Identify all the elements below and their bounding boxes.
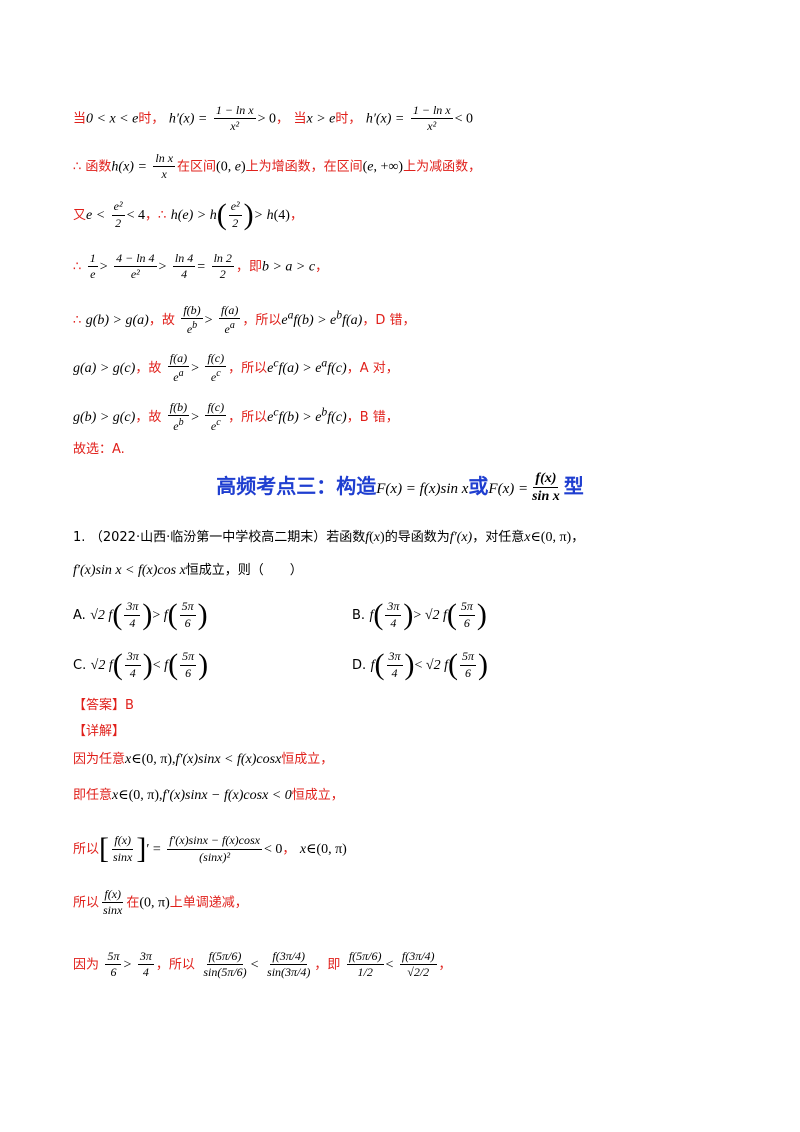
problem-condition: f′(x)sin x < f(x)cos x恒成立，则（ ）	[73, 563, 303, 578]
detail-line-4: 所以 f(x) sinx 在(0, π)上单调递减，	[73, 887, 248, 918]
line-compare-e: 又e < e² 2 < 4，∴ h(e) > h(e² 2)> h(4)，	[73, 198, 303, 231]
line-option-d: ∴ g(b) > g(a)，故 f(b) eb > f(a) ea ，所以eaf(b) …	[73, 303, 416, 337]
section-heading: 高频考点三：构造F(x) = f(x)sin x或F(x) = f(x) sin x…	[216, 470, 584, 504]
option-b[interactable]: B. f(3π 4)> √2 f(5π 6)	[352, 598, 487, 631]
option-a[interactable]: A. √2 f(3π 4)> f(5π 6)	[73, 598, 208, 631]
line-inequality: ∴ 1 e > 4 − ln 4 e² > ln 4 4 = ln 2 2 ，即b > a > …	[73, 251, 329, 282]
detail-line-1: 因为任意x∈(0, π),f′(x)sinx < f(x)cosx恒成立，	[73, 752, 334, 767]
line-option-b: g(b) > g(c)，故 f(b) eb > f(c) ec ，所以ecf(b) > …	[73, 400, 399, 434]
option-d[interactable]: D. f(3π 4)< √2 f(5π 6)	[352, 648, 489, 681]
line-h-prime: 当0 < x < e时， h′(x) = 1 − ln x x² > 0， 当x >…	[73, 103, 474, 134]
detail-line-2: 即任意x∈(0, π),f′(x)sinx − f(x)cosx < 0恒成立，	[73, 788, 344, 803]
detail-label: 【详解】	[73, 724, 126, 739]
conclusion-text: 故选：A.	[73, 442, 125, 457]
answer-line: 【答案】B	[73, 698, 134, 713]
line-option-a: g(a) > g(c)，故 f(a) ea > f(c) ec ，所以ecf(a) > …	[73, 351, 399, 385]
detail-line-3: 所以[f(x) sinx]′ = f′(x)sinx − f(x)cosx (sin…	[73, 832, 347, 865]
problem-statement: 1. （2022·山西·临汾第一中学校高二期末）若函数f(x)的导函数为f′(x…	[73, 530, 585, 545]
line-monotonic: ∴ 函数h(x) = ln x x 在区间(0, e)上为增函数，在区间(e, +∞…	[73, 151, 482, 182]
option-c[interactable]: C. √2 f(3π 4)< f(5π 6)	[73, 648, 209, 681]
detail-line-5: 因为 5π 6 > 3π 4 ，所以 f(5π/6) sin(5π/6) < f(3π/4)…	[73, 949, 452, 980]
